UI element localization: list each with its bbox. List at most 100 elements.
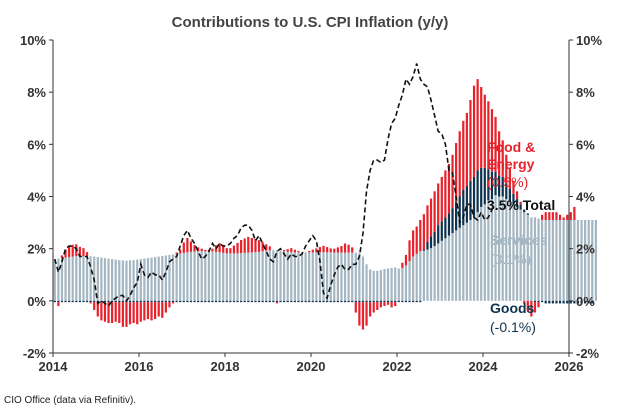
bar-food-energy [247,236,250,253]
bar-food-energy [261,242,264,252]
bar-goods [591,300,594,304]
bar-goods [261,300,264,303]
bar-food-energy [390,302,393,308]
bar-goods [412,300,415,303]
bar-goods [100,300,103,303]
bar-services [541,219,544,301]
bar-services [200,251,203,301]
bar-services [426,249,429,301]
bar-goods [569,300,572,304]
bar-services [243,252,246,301]
bar-goods [214,300,218,303]
bar-goods [268,300,271,303]
bar-food-energy [265,244,268,251]
bar-goods [329,300,332,303]
bar-services [168,254,171,301]
bar-food-energy [64,249,67,258]
bar-food-energy [541,214,544,220]
bar-services [114,259,117,301]
bar-goods [218,300,221,303]
bar-goods [311,300,314,303]
bar-food-energy [469,99,472,181]
bar-goods [107,300,110,303]
bar-goods [390,300,393,303]
bar-services [290,252,293,301]
bar-food-energy [573,206,576,220]
bar-goods [161,300,164,303]
bar-services [182,252,185,301]
bar-food-energy [322,245,325,253]
bar-services [297,252,300,301]
bar-services [275,250,279,301]
bar-goods [537,300,540,303]
bar-goods [469,180,472,220]
bar-services [207,251,210,301]
x-tick-label: 2014 [39,359,69,374]
bar-services [487,200,490,301]
bar-services [329,252,332,301]
bar-food-energy [490,109,494,172]
bar-services [469,219,472,301]
bar-food-energy [150,302,153,321]
bar-services [68,257,71,301]
bar-goods [551,300,554,304]
bar-goods [118,300,121,303]
bar-food-energy [89,302,92,304]
bar-services [322,252,325,301]
annotation-food-energy: Energy [487,156,535,172]
bar-services [125,260,128,301]
bar-food-energy [189,241,193,252]
bar-goods [232,300,236,303]
bar-services [490,199,494,301]
bar-food-energy [415,226,418,254]
bar-services [189,251,193,301]
bar-services [197,251,200,301]
bar-goods [372,300,375,303]
bar-goods [444,217,447,239]
bar-food-energy [222,245,225,253]
bar-goods [351,300,354,303]
bar-food-energy [508,167,511,189]
bar-food-energy [419,219,422,252]
bar-goods [508,188,511,202]
bar-goods [533,300,537,303]
bar-goods [494,171,497,196]
bar-food-energy [229,248,232,254]
y-tick-label-right: 6% [576,137,595,152]
total-inflation-line [54,63,493,308]
bar-food-energy [164,302,167,313]
bar-food-energy [498,131,501,176]
bar-goods [465,186,468,223]
bar-goods [566,300,569,304]
bar-goods [462,189,465,226]
bar-food-energy [182,242,185,253]
bar-food-energy [530,300,533,317]
bar-goods [415,300,418,303]
bar-services [594,219,597,301]
bar-goods [404,300,408,303]
bar-services [96,257,99,301]
bar-goods [562,300,565,304]
bar-food-energy [476,79,479,171]
bar-goods [379,300,382,303]
y-tick-label-left: 4% [27,190,46,205]
bar-goods [168,300,171,303]
bar-food-energy [523,300,526,304]
bar-food-energy [447,163,451,214]
bar-food-energy [197,247,200,252]
bar-services [272,250,275,301]
bar-food-energy [494,116,497,172]
bar-goods [587,300,590,304]
bar-services [447,235,451,301]
bar-food-energy [93,302,96,310]
bar-food-energy [297,251,300,253]
bar-services [419,251,422,301]
y-tick-label-right: 0% [576,294,595,309]
bar-services [304,252,307,301]
bar-services [354,252,357,301]
bar-services [429,248,433,301]
bar-goods [354,300,357,303]
bar-services [171,254,175,301]
y-tick-label-right: 8% [576,85,595,100]
bar-services [53,259,56,301]
